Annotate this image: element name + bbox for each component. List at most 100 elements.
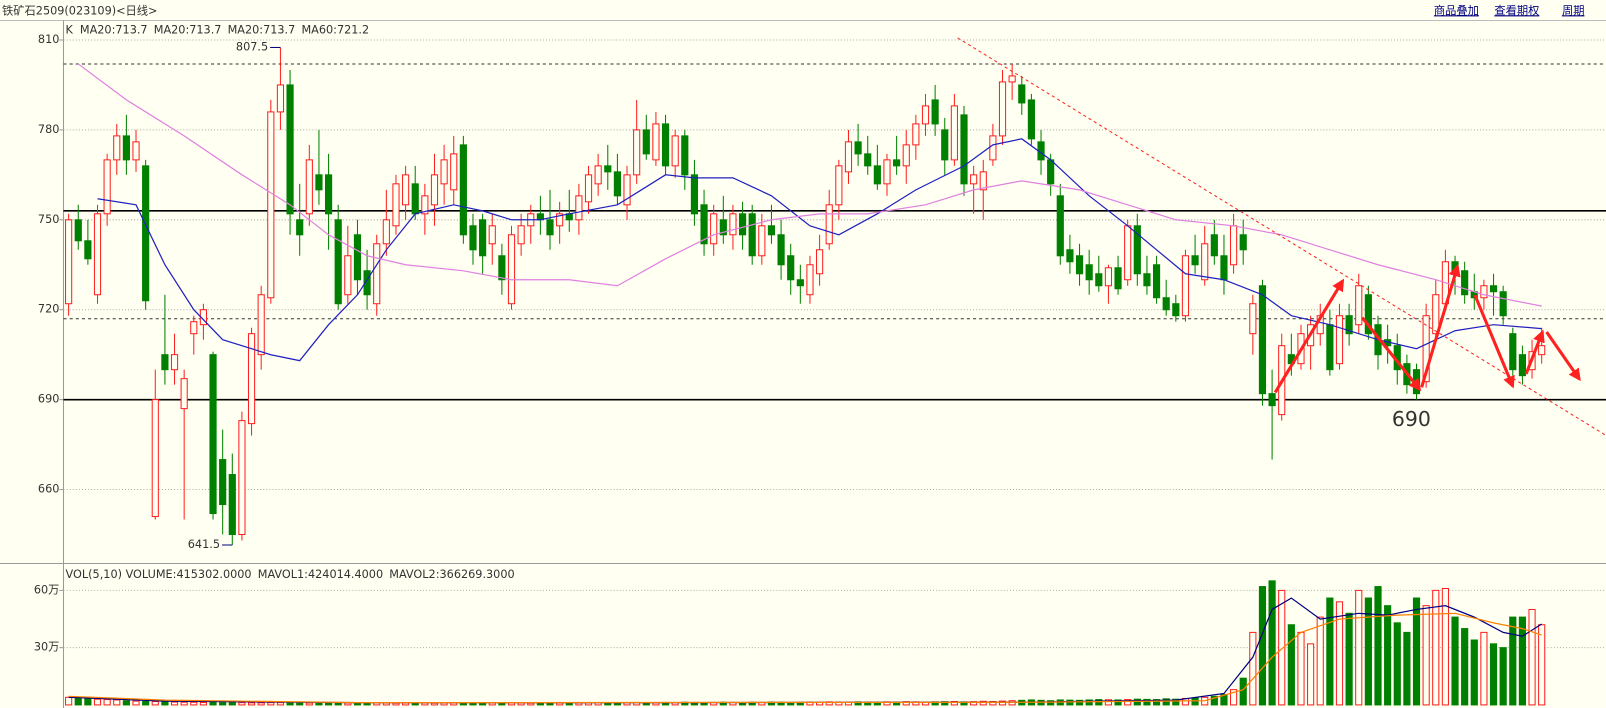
candle-body xyxy=(84,240,92,260)
candle-body xyxy=(661,123,670,167)
candle-body xyxy=(758,225,766,257)
volume-bar xyxy=(1412,597,1421,706)
y-tick-label: 810 xyxy=(38,33,59,46)
candle-body xyxy=(1114,267,1122,290)
candle-body xyxy=(700,204,708,245)
legend-entry: MA20:713.7 xyxy=(80,24,148,37)
candle-body xyxy=(286,84,294,215)
candle-body xyxy=(469,225,477,251)
volume-bar xyxy=(353,702,362,706)
candle-body xyxy=(902,144,910,167)
volume-bar xyxy=(1249,631,1257,706)
volume-bar xyxy=(989,700,997,706)
candle-body xyxy=(1066,249,1074,263)
candle-body xyxy=(844,141,853,173)
candle-body xyxy=(719,219,727,236)
candle-body xyxy=(103,159,111,215)
volume-bar xyxy=(219,702,227,706)
candle-body xyxy=(180,378,188,410)
candle-body xyxy=(1489,285,1498,293)
candle-body xyxy=(1258,285,1267,395)
candle-body xyxy=(1422,315,1430,383)
candle-body xyxy=(1008,75,1016,83)
arrow xyxy=(1545,331,1581,382)
candle-body xyxy=(777,234,785,266)
candle-body xyxy=(633,129,641,176)
candle-body xyxy=(1230,225,1238,266)
candle-body xyxy=(1201,243,1209,281)
header-link[interactable]: 周期 xyxy=(1562,4,1585,17)
header-link[interactable]: 商品叠加 xyxy=(1434,3,1479,17)
legend-entry: MAVOL2:366269.3000 xyxy=(389,568,514,581)
volume-bar xyxy=(228,702,236,706)
candle-body xyxy=(893,159,901,167)
volume-bar xyxy=(440,702,448,706)
candle-body xyxy=(1018,84,1026,104)
low-label: 641.5 xyxy=(188,538,220,551)
volume-bar xyxy=(113,699,121,706)
volume-bar xyxy=(315,702,323,706)
volume-bar xyxy=(74,697,82,706)
candle-body xyxy=(113,135,121,161)
volume-bar xyxy=(199,701,207,706)
candle-body xyxy=(228,474,236,536)
marks: 660 690 720 750 780 810 807.5 641.5 690 K MA20:713… xyxy=(34,24,1606,706)
volume-bar xyxy=(1509,616,1517,706)
candle-body xyxy=(353,234,362,281)
candle-body xyxy=(440,159,448,185)
volume-bar xyxy=(1210,695,1218,706)
volume-bar xyxy=(84,698,92,706)
volume-bar xyxy=(247,702,256,706)
candle-body xyxy=(1499,291,1507,317)
volume-bar xyxy=(1297,631,1305,706)
volume-bar xyxy=(324,702,333,706)
candle-body xyxy=(787,255,795,281)
candle-body xyxy=(65,219,73,305)
candle-body xyxy=(584,174,593,203)
arrow xyxy=(1524,329,1545,375)
volume-bar xyxy=(65,696,73,706)
candle-body xyxy=(623,174,631,206)
candle-body xyxy=(873,165,881,185)
volume-bar xyxy=(950,700,958,706)
volume-bar xyxy=(1480,631,1488,706)
candle-body xyxy=(1075,255,1084,275)
header-link[interactable]: 查看期权 xyxy=(1494,3,1539,17)
y-tick-label: 690 xyxy=(38,393,59,406)
legend-entry: MAVOL1:424014.4000 xyxy=(258,568,383,581)
candle-body xyxy=(604,165,612,173)
candle-body xyxy=(430,174,439,206)
y-tick-label: 720 xyxy=(38,303,59,316)
volume-bar xyxy=(238,702,246,706)
volume-bar xyxy=(1489,643,1498,706)
candle-body xyxy=(190,321,198,335)
candle-body xyxy=(1335,315,1344,365)
candle-body xyxy=(681,135,689,176)
y-tick-label: 750 xyxy=(38,213,59,226)
ma-line xyxy=(77,63,1542,307)
candle-body xyxy=(1210,234,1218,257)
candle-body xyxy=(373,243,381,305)
volume-bar xyxy=(276,702,285,706)
candle-body xyxy=(1355,285,1363,326)
candle-body xyxy=(854,141,862,155)
high-label: 807.5 xyxy=(236,40,268,53)
volume-bar xyxy=(1316,616,1324,706)
volume-bar xyxy=(1287,624,1295,706)
volume-bar xyxy=(1114,699,1122,706)
candle-body xyxy=(931,99,939,125)
candle-body xyxy=(960,114,968,185)
candle-body xyxy=(613,171,621,197)
candle-body xyxy=(209,354,217,515)
candle-body xyxy=(594,165,602,185)
volume-bar xyxy=(122,700,130,706)
legend-entry: VOL(5,10) VOLUME:415302.0000 xyxy=(66,568,252,581)
arrow xyxy=(1473,294,1515,389)
candle-body xyxy=(1191,255,1199,266)
candle-body xyxy=(1181,255,1190,317)
candle-body xyxy=(411,183,419,215)
candle-body xyxy=(652,123,660,161)
volume-bar xyxy=(1268,580,1276,706)
